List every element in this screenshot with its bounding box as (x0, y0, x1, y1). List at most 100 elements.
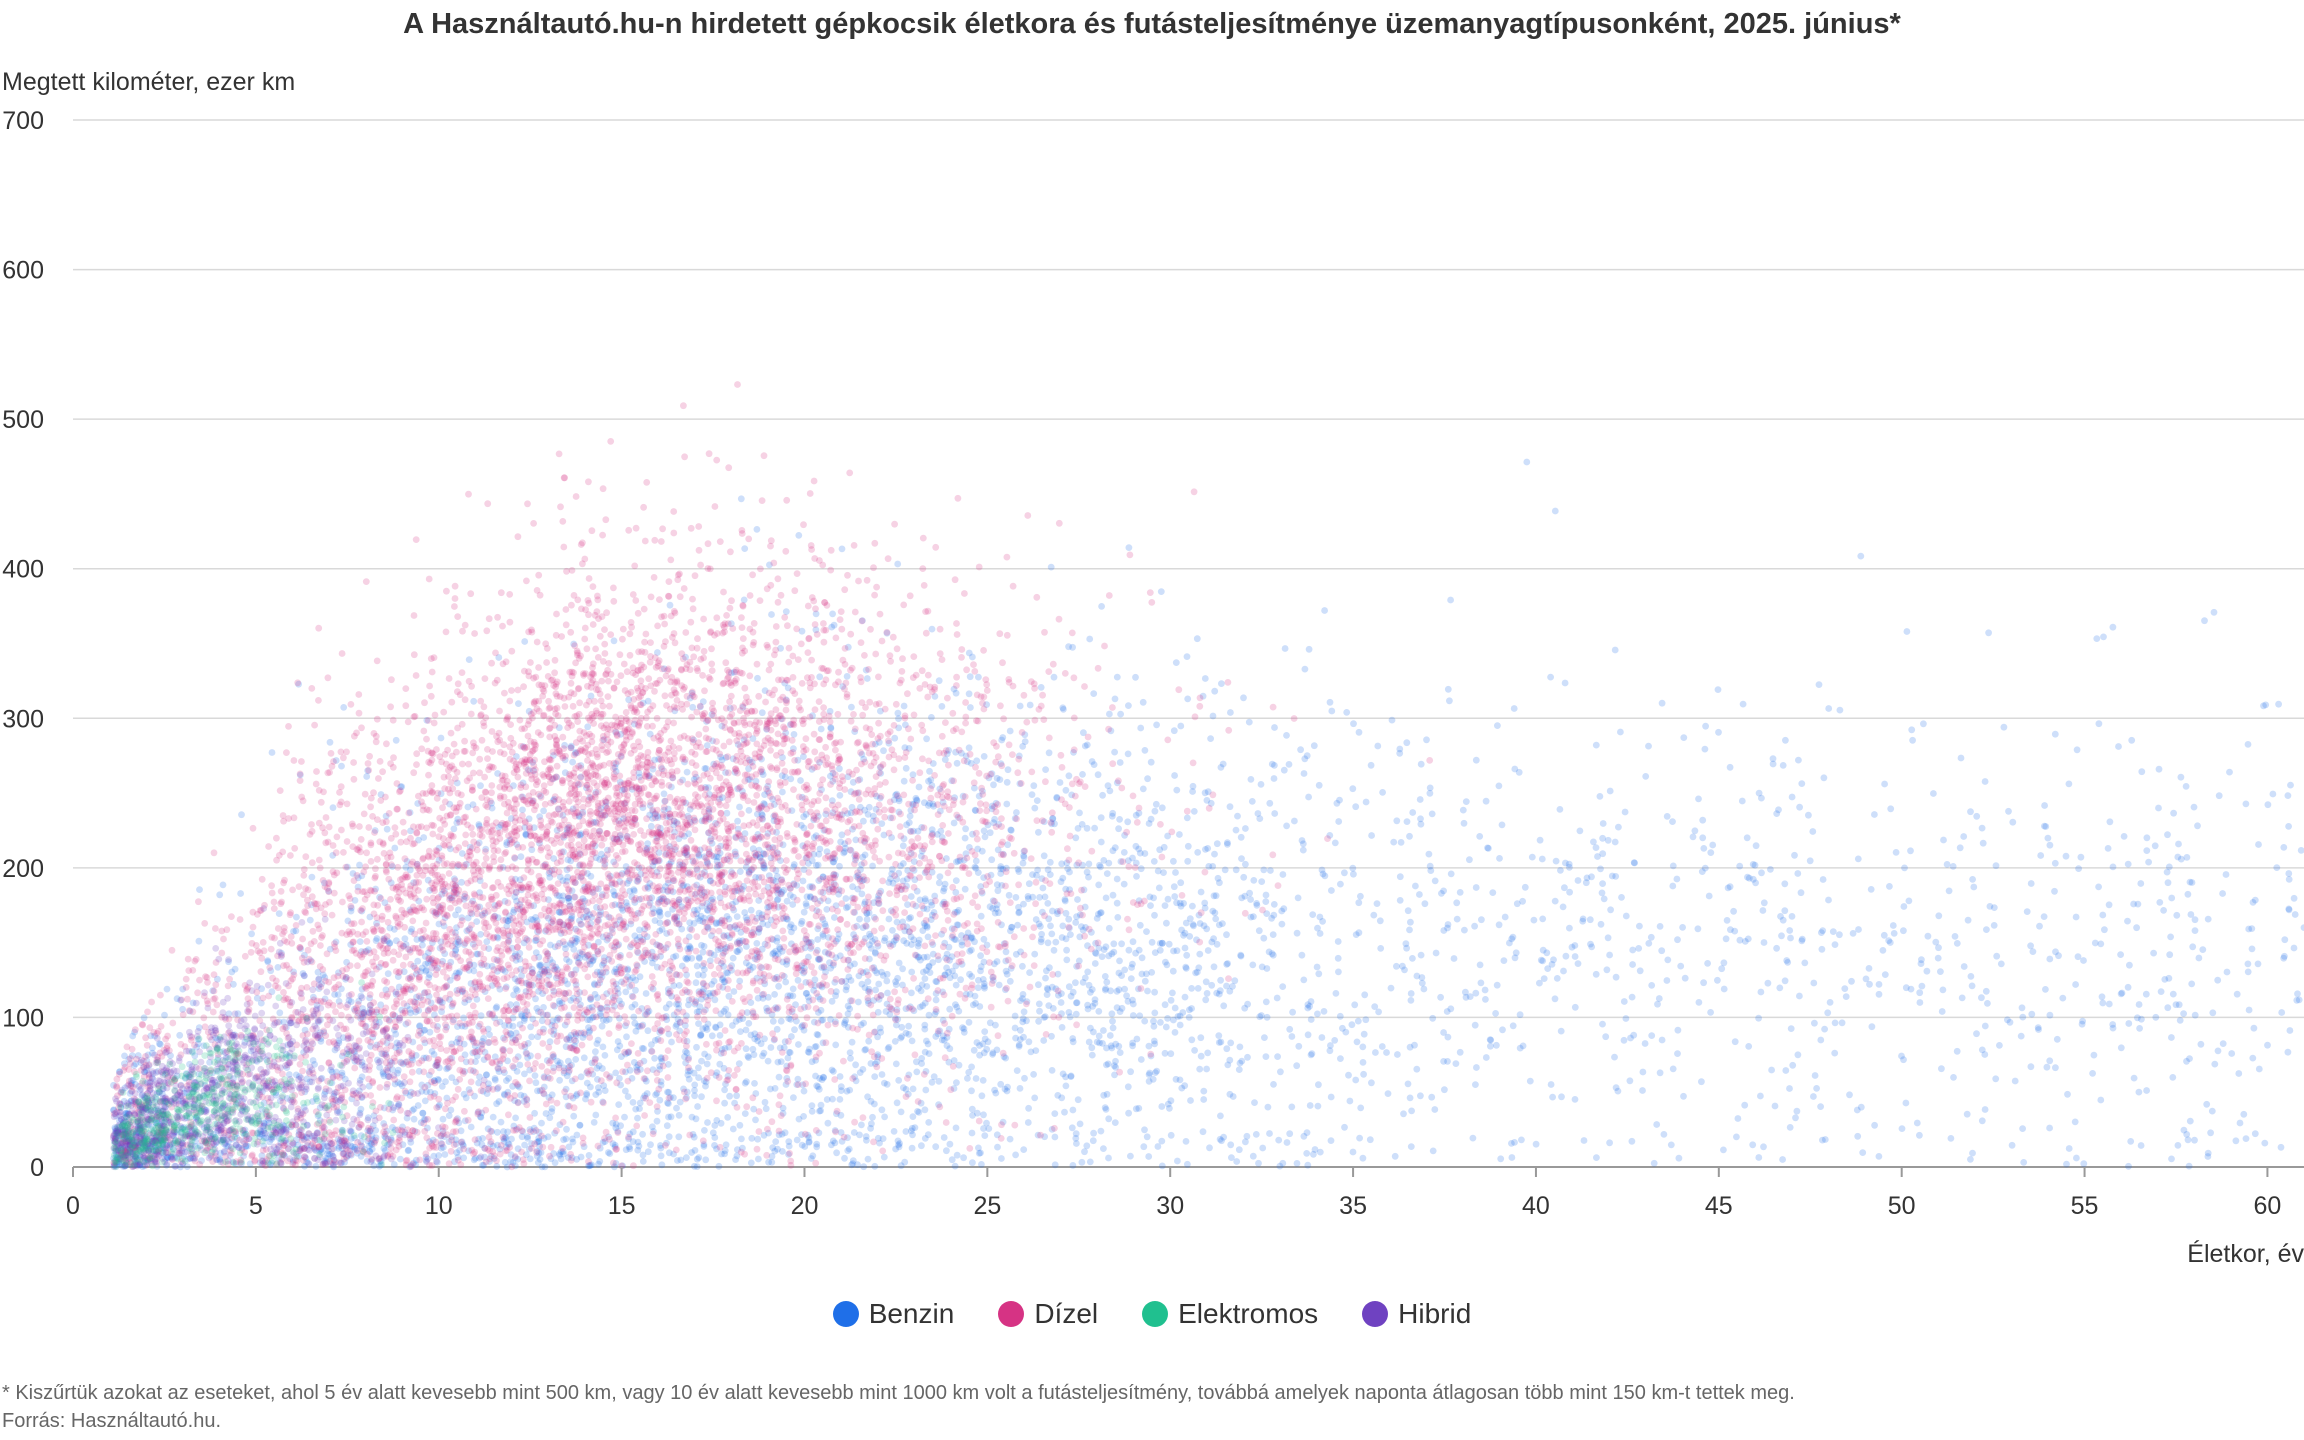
data-point (1466, 993, 1474, 1000)
data-point (545, 896, 552, 903)
data-point (162, 1116, 170, 1124)
data-point (656, 919, 664, 927)
data-point (404, 1147, 412, 1155)
data-point (2042, 986, 2049, 993)
data-point (554, 1014, 562, 1022)
data-point (1336, 1012, 1344, 1020)
data-point (1900, 1056, 1907, 1064)
data-point (921, 895, 929, 903)
data-point (1315, 781, 1323, 789)
data-point (1871, 811, 1878, 818)
data-point (1037, 938, 1045, 946)
data-point (1048, 1067, 1056, 1074)
data-point (1029, 871, 1036, 878)
data-point (473, 1052, 481, 1060)
data-point (1818, 945, 1826, 953)
data-point (936, 873, 944, 880)
data-point (1791, 851, 1798, 859)
data-point (425, 974, 433, 982)
data-point (1902, 984, 1910, 992)
data-point (925, 777, 932, 785)
data-point (358, 1094, 366, 1101)
data-point (2046, 1124, 2053, 1132)
data-point (818, 964, 826, 971)
data-point (1368, 832, 1375, 839)
data-point (540, 1134, 548, 1142)
data-point (846, 1049, 854, 1056)
data-point (540, 1090, 548, 1098)
data-point (664, 1088, 671, 1096)
data-point (563, 826, 571, 833)
data-point (1266, 1130, 1273, 1137)
data-point (1169, 989, 1176, 997)
data-point (572, 925, 579, 933)
data-point (1170, 857, 1177, 865)
data-point (1337, 880, 1344, 888)
data-point (1224, 960, 1231, 967)
data-point (630, 886, 638, 893)
data-point (1376, 917, 1384, 925)
data-point (993, 901, 1001, 909)
data-point (1905, 897, 1913, 905)
data-point (673, 1021, 681, 1028)
data-point (930, 802, 937, 810)
data-point (2249, 1054, 2257, 1062)
data-point (837, 1087, 845, 1094)
data-point (816, 845, 824, 853)
data-point (856, 1131, 863, 1139)
data-point (1674, 1026, 1682, 1034)
data-point (1811, 1072, 1819, 1079)
data-point (787, 1016, 794, 1023)
data-point (503, 841, 511, 849)
data-point (132, 1060, 140, 1068)
data-point (1924, 932, 1932, 940)
data-point (1978, 1117, 1986, 1125)
data-point (383, 825, 391, 833)
data-point (662, 1013, 670, 1020)
data-point (437, 938, 445, 946)
data-point (1066, 886, 1073, 893)
data-point (1418, 974, 1426, 981)
data-point (1471, 1021, 1479, 1029)
data-point (1157, 1019, 1164, 1026)
data-point (1179, 1009, 1187, 1016)
data-point (977, 967, 984, 975)
data-point (1757, 1092, 1764, 1100)
data-point (935, 879, 943, 887)
data-point (1141, 1126, 1148, 1134)
data-point (583, 784, 590, 792)
data-point (657, 1152, 665, 1160)
data-point (730, 988, 738, 995)
data-point (1051, 820, 1058, 828)
data-point (1033, 797, 1041, 804)
data-point (161, 1011, 168, 1019)
data-point (1784, 959, 1792, 966)
data-point (2080, 957, 2087, 964)
data-point (1250, 913, 1257, 920)
data-point (702, 993, 710, 1001)
data-point (1194, 849, 1202, 856)
data-point (1516, 1044, 1524, 1052)
data-point (966, 970, 973, 978)
data-point (1244, 1000, 1251, 1008)
data-point (901, 744, 909, 751)
data-point (1072, 1134, 1080, 1142)
data-point (2027, 880, 2035, 887)
data-point (860, 1019, 867, 1027)
data-point (501, 1159, 509, 1166)
data-point (1044, 939, 1052, 947)
data-point (572, 966, 580, 974)
data-point (512, 1114, 519, 1122)
data-point (779, 1110, 787, 1117)
data-point (935, 956, 942, 964)
data-point (1141, 977, 1149, 985)
data-point (460, 1040, 468, 1048)
data-point (747, 1159, 755, 1167)
data-point (2285, 823, 2293, 830)
data-point (2053, 1035, 2061, 1043)
data-point (993, 881, 1001, 889)
data-point (1136, 921, 1144, 929)
data-point (854, 1161, 861, 1169)
data-point (1571, 942, 1579, 949)
data-point (488, 799, 495, 807)
